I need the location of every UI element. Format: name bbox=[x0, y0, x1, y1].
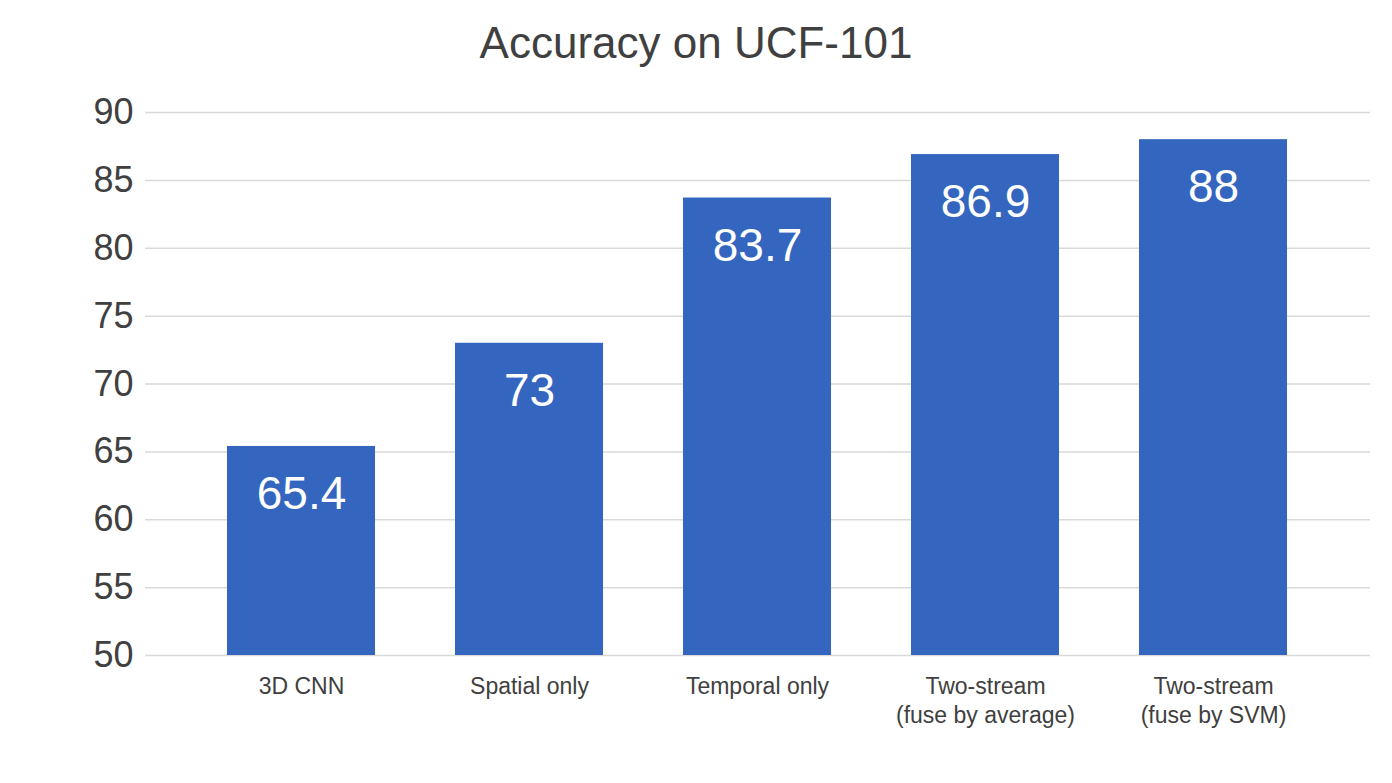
svg-text:65.4: 65.4 bbox=[257, 467, 347, 519]
svg-text:86.9: 86.9 bbox=[941, 175, 1031, 227]
svg-text:Two-stream(fuse by average): Two-stream(fuse by average) bbox=[896, 673, 1075, 728]
svg-text:83.7: 83.7 bbox=[713, 219, 803, 271]
svg-text:65: 65 bbox=[93, 430, 133, 471]
svg-text:85: 85 bbox=[93, 159, 133, 200]
svg-text:75: 75 bbox=[93, 295, 133, 336]
svg-text:73: 73 bbox=[504, 364, 555, 416]
svg-text:80: 80 bbox=[93, 227, 133, 268]
svg-text:70: 70 bbox=[93, 363, 133, 404]
svg-text:90: 90 bbox=[93, 91, 133, 132]
svg-text:3D CNN: 3D CNN bbox=[259, 673, 345, 699]
svg-text:60: 60 bbox=[93, 498, 133, 539]
svg-text:Temporal only: Temporal only bbox=[686, 673, 830, 699]
svg-text:88: 88 bbox=[1188, 160, 1239, 212]
html-text:Accuracy on UCF-101: Accuracy on UCF-101 bbox=[479, 18, 913, 67]
svg-text:Two-stream(fuse by SVM): Two-stream(fuse by SVM) bbox=[1141, 673, 1287, 728]
svg-text:Spatial only: Spatial only bbox=[470, 673, 589, 699]
svg-text:55: 55 bbox=[93, 566, 133, 607]
svg-text:50: 50 bbox=[93, 634, 133, 675]
